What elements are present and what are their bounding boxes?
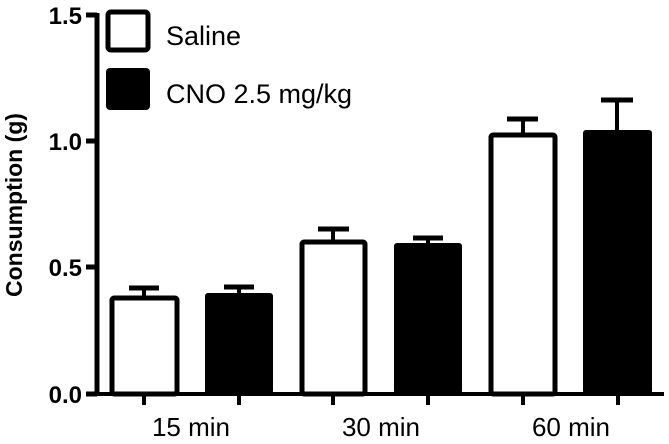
y-tick-0.5: 0.5 (49, 255, 82, 282)
x-label-60min: 60 min (532, 412, 610, 442)
legend-swatch-saline (105, 9, 151, 53)
x-axis (95, 392, 664, 405)
y-tick-1.5: 1.5 (49, 3, 82, 30)
y-tick-1.0: 1.0 (49, 129, 82, 156)
bar-cno-15min (205, 284, 273, 394)
y-tick-labels: 0.0 0.5 1.0 1.5 (49, 3, 82, 409)
x-label-15min: 15 min (152, 412, 230, 442)
bar-saline-60min (488, 116, 558, 397)
x-label-30min: 30 min (342, 412, 420, 442)
x-tick-labels: 15 min 30 min 60 min (152, 412, 610, 442)
legend-swatch-cno (106, 68, 150, 110)
legend-label-cno: CNO 2.5 mg/kg (166, 79, 352, 109)
y-axis-label: Consumption (g) (1, 113, 27, 297)
bar-cno-30min (394, 235, 462, 394)
y-tick-0: 0.0 (49, 382, 82, 409)
y-axis (86, 12, 100, 397)
legend: Saline CNO 2.5 mg/kg (105, 9, 352, 110)
bar-cno-60min (583, 97, 652, 394)
bar-saline-15min (109, 285, 180, 397)
bar-saline-30min (299, 226, 368, 397)
legend-label-saline: Saline (166, 21, 241, 51)
bars (109, 97, 652, 397)
